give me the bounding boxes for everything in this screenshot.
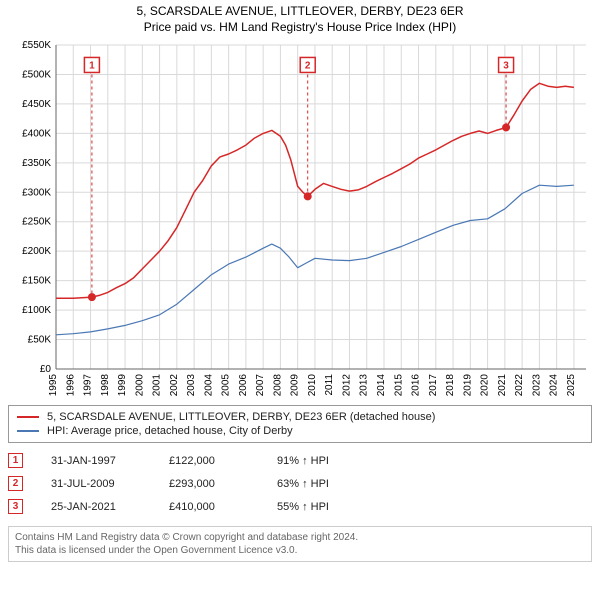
- x-tick-label: 2025: [566, 374, 577, 397]
- sale-row-marker: 1: [8, 453, 23, 468]
- x-tick-label: 2008: [272, 374, 283, 397]
- x-tick-label: 1998: [100, 374, 111, 397]
- legend-swatch: [17, 416, 39, 418]
- sale-row-date: 25-JAN-2021: [51, 501, 141, 513]
- legend-label: 5, SCARSDALE AVENUE, LITTLEOVER, DERBY, …: [47, 411, 435, 423]
- x-tick-label: 2013: [359, 374, 370, 397]
- sale-row-marker: 3: [8, 499, 23, 514]
- y-tick-label: £150K: [22, 276, 51, 287]
- sale-row-date: 31-JUL-2009: [51, 478, 141, 490]
- sale-row: 2 31-JUL-2009 £293,000 63% ↑ HPI: [8, 472, 592, 495]
- legend-item: HPI: Average price, detached house, City…: [17, 424, 583, 438]
- y-tick-label: £350K: [22, 158, 51, 169]
- sale-row-date: 31-JAN-1997: [51, 455, 141, 467]
- x-tick-label: 1997: [83, 374, 94, 397]
- chart-titles: 5, SCARSDALE AVENUE, LITTLEOVER, DERBY, …: [8, 4, 592, 35]
- sale-marker-1: 1: [89, 61, 95, 72]
- sale-row-hpi: 63% ↑ HPI: [277, 478, 592, 490]
- chart-area: £0 £50K £100K £150K £200K £250K £300K £350K £400…: [8, 39, 592, 399]
- x-tick-label: 1999: [117, 374, 128, 397]
- x-tick-label: 2003: [186, 374, 197, 397]
- x-tick-label: 2023: [531, 374, 542, 397]
- y-tick-label: £550K: [22, 40, 51, 51]
- legend-item: 5, SCARSDALE AVENUE, LITTLEOVER, DERBY, …: [17, 410, 583, 424]
- attribution-line1: Contains HM Land Registry data © Crown c…: [15, 531, 585, 544]
- x-tick-label: 2007: [255, 374, 266, 397]
- x-tick-label: 2012: [341, 374, 352, 397]
- x-tick-label: 2019: [462, 374, 473, 397]
- line-chart: £0 £50K £100K £150K £200K £250K £300K £350K £400…: [8, 39, 592, 399]
- x-tick-label: 2005: [221, 374, 232, 397]
- y-tick-label: £450K: [22, 99, 51, 110]
- x-tick-label: 2014: [376, 374, 387, 397]
- y-tick-label: £500K: [22, 70, 51, 81]
- x-tick-label: 2001: [152, 374, 163, 397]
- x-tick-label: 2015: [393, 374, 404, 397]
- x-tick-label: 2022: [514, 374, 525, 397]
- x-tick-label: 2011: [324, 374, 335, 396]
- title-main: 5, SCARSDALE AVENUE, LITTLEOVER, DERBY, …: [8, 4, 592, 20]
- attribution-line2: This data is licensed under the Open Gov…: [15, 544, 585, 557]
- sale-row-price: £410,000: [169, 501, 249, 513]
- y-tick-label: £400K: [22, 129, 51, 140]
- x-tick-label: 2004: [203, 374, 214, 397]
- x-tick-label: 2006: [238, 374, 249, 397]
- x-tick-label: 2010: [307, 374, 318, 397]
- x-tick-label: 2021: [497, 374, 508, 397]
- x-tick-label: 1995: [48, 374, 59, 397]
- legend-label: HPI: Average price, detached house, City…: [47, 425, 293, 437]
- legend: 5, SCARSDALE AVENUE, LITTLEOVER, DERBY, …: [8, 405, 592, 443]
- x-tick-label: 1996: [65, 374, 76, 397]
- sale-row-hpi: 91% ↑ HPI: [277, 455, 592, 467]
- x-tick-label: 2016: [411, 374, 422, 397]
- x-tick-label: 2009: [290, 374, 301, 397]
- sale-row-price: £293,000: [169, 478, 249, 490]
- attribution: Contains HM Land Registry data © Crown c…: [8, 526, 592, 562]
- sale-row-price: £122,000: [169, 455, 249, 467]
- sale-marker-3: 3: [503, 61, 509, 72]
- x-tick-label: 2000: [134, 374, 145, 397]
- sale-row-marker: 2: [8, 476, 23, 491]
- sale-row-hpi: 55% ↑ HPI: [277, 501, 592, 513]
- legend-swatch: [17, 430, 39, 432]
- x-tick-label: 2024: [549, 374, 560, 397]
- y-tick-label: £300K: [22, 187, 51, 198]
- sales-table: 1 31-JAN-1997 £122,000 91% ↑ HPI 2 31-JUL-200…: [8, 449, 592, 518]
- x-tick-label: 2020: [480, 374, 491, 397]
- sale-row: 1 31-JAN-1997 £122,000 91% ↑ HPI: [8, 449, 592, 472]
- title-sub: Price paid vs. HM Land Registry's House …: [8, 20, 592, 36]
- y-tick-label: £250K: [22, 217, 51, 228]
- sale-row: 3 25-JAN-2021 £410,000 55% ↑ HPI: [8, 495, 592, 518]
- y-tick-label: £50K: [28, 335, 52, 346]
- x-tick-label: 2018: [445, 374, 456, 397]
- y-tick-label: £0: [40, 364, 52, 375]
- y-tick-label: £200K: [22, 246, 51, 257]
- sale-marker-2: 2: [305, 61, 311, 72]
- x-tick-label: 2017: [428, 374, 439, 397]
- x-tick-label: 2002: [169, 374, 180, 397]
- y-tick-label: £100K: [22, 305, 51, 316]
